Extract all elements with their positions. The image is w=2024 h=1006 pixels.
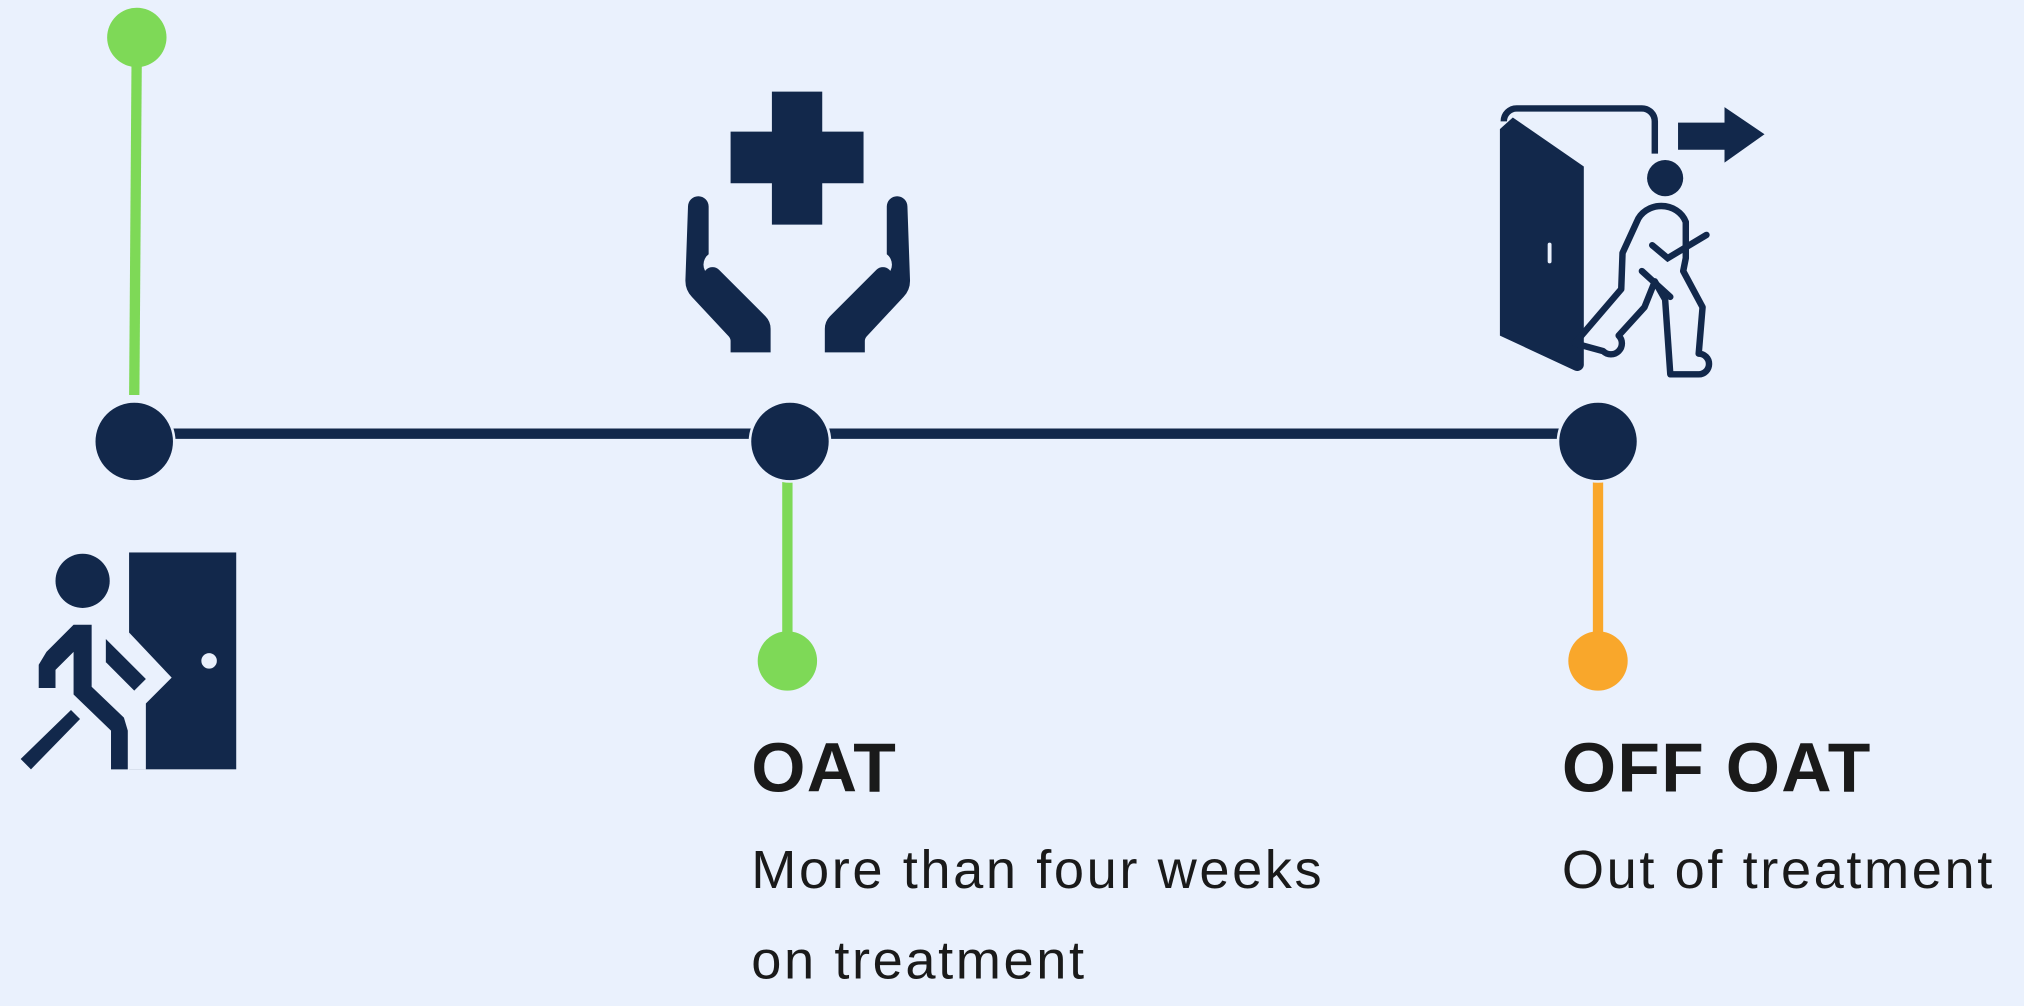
node (748, 400, 832, 483)
marker (757, 631, 818, 691)
stage-title: OAT (751, 729, 898, 807)
care-icon (685, 91, 911, 353)
stage-description: Out of treatment (1561, 839, 1995, 900)
stage-description: More than four weeks on treatment (751, 839, 1325, 991)
marker (1568, 631, 1628, 691)
node (1556, 400, 1640, 483)
marker (107, 7, 167, 68)
node (92, 400, 176, 483)
exit-icon (1499, 105, 1765, 378)
stem (129, 38, 142, 396)
enter-icon (20, 552, 237, 770)
stage-title: OFF OAT (1561, 729, 1872, 807)
stage-text: OAT More than four weeks on treatment (751, 729, 1358, 1005)
stage-text: OFF OAT Out of treatment (1562, 729, 2024, 915)
